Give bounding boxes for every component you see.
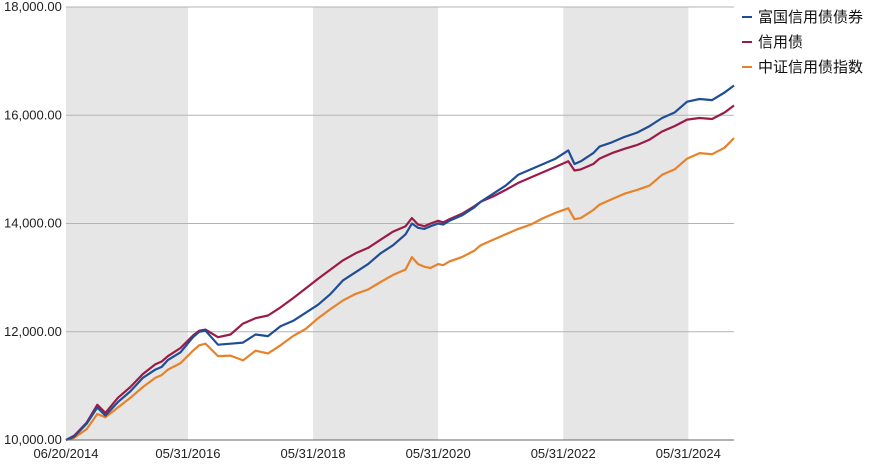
legend-item-0: 富国信用债债券 bbox=[742, 4, 863, 29]
y-tick-label-2: 14,000.00 bbox=[4, 216, 62, 231]
legend-swatch-2 bbox=[742, 65, 752, 68]
y-tick-label-4: 18,000.00 bbox=[4, 0, 62, 14]
legend: 富国信用债债券 信用债 中证信用债指数 bbox=[742, 4, 863, 79]
series-lines bbox=[65, 84, 735, 442]
series-line-0 bbox=[65, 84, 735, 442]
y-tick-label-0: 10,000.00 bbox=[4, 432, 62, 447]
axes: 10,000.00 12,000.00 14,000.00 16,000.00 18,0… bbox=[4, 0, 734, 461]
x-tick-label-5: 05/31/2024 bbox=[656, 446, 721, 461]
legend-swatch-1 bbox=[742, 40, 752, 43]
legend-item-1: 信用债 bbox=[742, 29, 863, 54]
legend-label-2: 中证信用债指数 bbox=[758, 59, 864, 76]
y-tick-label-1: 12,000.00 bbox=[4, 324, 62, 339]
x-tick-label-1: 05/31/2016 bbox=[155, 446, 220, 461]
y-tick-label-3: 16,000.00 bbox=[4, 107, 62, 122]
legend-label-1: 信用债 bbox=[758, 34, 804, 51]
legend-label-0: 富国信用债债券 bbox=[758, 9, 864, 26]
series-line-2 bbox=[65, 137, 735, 442]
series-line-1 bbox=[65, 104, 735, 441]
x-tick-label-4: 05/31/2022 bbox=[531, 446, 596, 461]
x-tick-label-0: 06/20/2014 bbox=[33, 446, 98, 461]
x-tick-label-2: 05/31/2018 bbox=[281, 446, 346, 461]
x-tick-label-3: 05/31/2020 bbox=[406, 446, 471, 461]
legend-swatch-0 bbox=[742, 15, 752, 18]
legend-item-2: 中证信用债指数 bbox=[742, 54, 863, 79]
